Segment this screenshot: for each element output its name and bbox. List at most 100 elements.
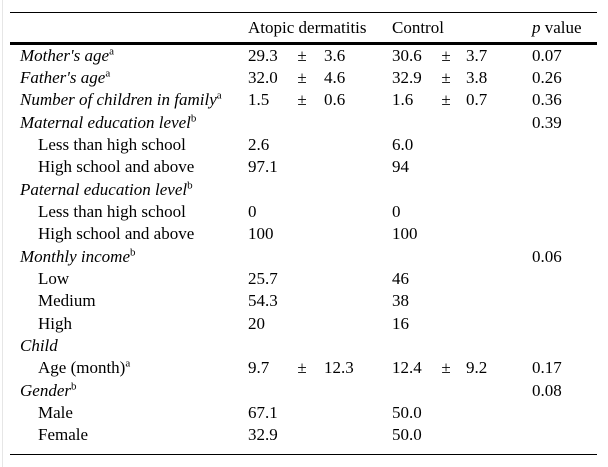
control-mean-value: 38 <box>392 291 409 311</box>
row-label: Mother's age <box>20 45 110 65</box>
row-label-cell: Father's agea <box>10 68 248 88</box>
screenshot-edge-line <box>2 0 3 467</box>
row-label-cell: High school and above <box>10 224 248 244</box>
table-row: Genderb 0.08 <box>10 380 597 402</box>
control-mean-value: 30.6 <box>392 45 422 65</box>
table-row: Child <box>10 335 597 357</box>
atopic-mean-value: 25.7 <box>248 269 278 289</box>
row-label-cell: Maternal education levelb <box>10 113 248 133</box>
atopic-sd-value: 12.3 <box>324 358 354 378</box>
atopic-mean-value: 100 <box>248 224 274 244</box>
control-plus-minus-sign: ± <box>441 90 451 110</box>
row-label-cell: Child <box>10 336 248 356</box>
table-row: High school and above 97.1 94 <box>10 156 597 178</box>
column-header-atopic-dermatitis: Atopic dermatitis <box>248 17 367 37</box>
table-row: Mother's agea 29.3 ± 3.6 30.6 ± 3.7 0.07 <box>10 45 597 67</box>
table-header-rule <box>10 42 597 45</box>
atopic-mean-value: 0 <box>248 202 257 222</box>
row-label: Age (month) <box>38 358 126 378</box>
atopic-plus-minus-sign: ± <box>297 358 307 378</box>
control-plus-minus-sign: ± <box>441 45 451 65</box>
atopic-plus-minus-sign: ± <box>297 45 307 65</box>
table-row: Male 67.1 50.0 <box>10 402 597 424</box>
row-label: Paternal education level <box>20 179 188 199</box>
p-value: 0.06 <box>532 246 562 266</box>
row-footnote-marker: b <box>130 246 136 259</box>
row-label: Father's age <box>20 68 106 88</box>
row-label: Gender <box>20 380 71 400</box>
p-value: 0.39 <box>532 112 562 132</box>
table-row: Less than high school 0 0 <box>10 201 597 223</box>
atopic-mean-value: 32.9 <box>248 425 278 445</box>
control-sd-value: 9.2 <box>466 358 488 378</box>
row-footnote-marker: b <box>187 179 193 192</box>
control-plus-minus-sign: ± <box>441 358 451 378</box>
row-label-cell: Genderb <box>10 381 248 401</box>
row-footnote-marker: a <box>109 45 114 58</box>
table-row: High 20 16 <box>10 313 597 335</box>
p-value: 0.07 <box>532 45 562 65</box>
control-sd-value: 3.7 <box>466 45 488 65</box>
row-label-cell: Less than high school <box>10 135 248 155</box>
atopic-plus-minus-sign: ± <box>297 68 307 88</box>
control-sd-value: 0.7 <box>466 90 488 110</box>
row-label-cell: Paternal education levelb <box>10 180 248 200</box>
table-row: Female 32.9 50.0 <box>10 424 597 446</box>
table-bottom-rule <box>10 453 597 456</box>
atopic-mean-value: 29.3 <box>248 45 278 65</box>
row-label-cell: Less than high school <box>10 202 248 222</box>
table-row: Number of children in familya 1.5 ± 0.6 … <box>10 89 597 111</box>
table-header-row: Atopic dermatitis Control p value <box>10 13 597 42</box>
table-row: High school and above 100 100 <box>10 223 597 245</box>
control-mean-value: 46 <box>392 269 409 289</box>
row-footnote-marker: a <box>105 67 111 80</box>
row-label-cell: Low <box>10 269 248 289</box>
row-label: Less than high school <box>38 135 186 155</box>
row-label-cell: Monthly incomeb <box>10 247 248 267</box>
control-sd-value: 3.8 <box>466 68 488 88</box>
table-row: Low 25.7 46 <box>10 268 597 290</box>
column-header-control: Control <box>392 17 444 37</box>
atopic-sd-value: 4.6 <box>324 68 346 88</box>
atopic-mean-value: 1.5 <box>248 90 270 110</box>
row-label: Child <box>20 336 58 356</box>
row-footnote-marker: a <box>216 89 222 102</box>
row-label-cell: Mother's agea <box>10 46 248 66</box>
control-plus-minus-sign: ± <box>441 68 451 88</box>
row-label: Number of children in family <box>20 90 217 110</box>
control-mean-value: 94 <box>392 157 409 177</box>
row-label: Maternal education level <box>20 112 191 132</box>
row-label: High school and above <box>38 224 195 244</box>
atopic-mean-value: 20 <box>248 313 265 333</box>
row-label-cell: High school and above <box>10 157 248 177</box>
control-mean-value: 50.0 <box>392 425 422 445</box>
row-label: Low <box>38 269 70 289</box>
p-symbol: p <box>532 17 541 37</box>
row-label: Female <box>38 425 89 445</box>
control-mean-value: 50.0 <box>392 403 422 422</box>
row-label-cell: Age (month)a <box>10 358 248 378</box>
row-footnote-marker: b <box>70 380 77 393</box>
control-mean-value: 0 <box>392 202 401 222</box>
table-row: Paternal education levelb <box>10 179 597 201</box>
p-value: 0.08 <box>532 380 562 400</box>
p-value: 0.36 <box>532 90 562 110</box>
row-label: Medium <box>38 291 96 311</box>
table-row: Father's agea 32.0 ± 4.6 32.9 ± 3.8 0.26 <box>10 67 597 89</box>
atopic-mean-value: 2.6 <box>248 135 270 155</box>
p-value: 0.26 <box>532 68 562 88</box>
table-row: Age (month)a 9.7 ± 12.3 12.4 ± 9.2 0.17 <box>10 357 597 379</box>
demographics-table: Atopic dermatitis Control p value Mother… <box>10 12 597 456</box>
row-label-cell: Medium <box>10 291 248 311</box>
atopic-mean-value: 67.1 <box>248 403 278 422</box>
row-label: High school and above <box>38 157 195 177</box>
row-label-cell: High <box>10 314 248 334</box>
atopic-mean-value: 32.0 <box>248 68 278 88</box>
row-label-cell: Male <box>10 403 248 423</box>
control-mean-value: 6.0 <box>392 135 414 155</box>
row-label: Male <box>38 403 73 422</box>
p-value-word: value <box>540 17 582 37</box>
p-value: 0.17 <box>532 358 562 378</box>
row-label: Less than high school <box>38 202 186 222</box>
row-footnote-marker: b <box>190 112 197 125</box>
